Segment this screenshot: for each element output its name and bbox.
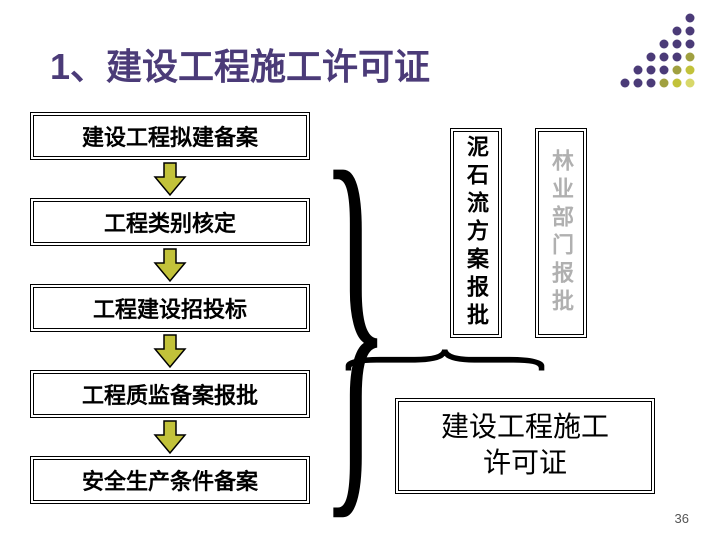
step-box-1: 工程类别核定 — [30, 198, 310, 246]
decorative-dot-grid — [617, 10, 707, 100]
small-brace: } — [313, 343, 553, 377]
vertical-box-2: 林业部门报批 — [535, 128, 587, 338]
arrow-1 — [30, 246, 310, 284]
title-text: 1、建设工程施工许可证 — [50, 46, 430, 87]
step-box-0: 建设工程拟建备案 — [30, 112, 310, 160]
vertical-box-2-label: 林业部门报批 — [545, 149, 577, 317]
step-box-2: 工程建设招投标 — [30, 284, 310, 332]
large-brace: } — [320, 110, 391, 530]
page-number: 36 — [675, 511, 689, 526]
arrow-3 — [30, 418, 310, 456]
slide-title: 1、建设工程施工许可证 — [50, 38, 430, 90]
step-label-4: 安全生产条件备案 — [82, 464, 258, 496]
result-box: 建设工程施工 许可证 — [395, 398, 655, 494]
step-label-0: 建设工程拟建备案 — [82, 120, 258, 152]
step-box-4: 安全生产条件备案 — [30, 456, 310, 504]
flow-steps-column: 建设工程拟建备案工程类别核定工程建设招投标工程质监备案报批安全生产条件备案 — [30, 112, 310, 504]
step-box-3: 工程质监备案报批 — [30, 370, 310, 418]
result-label: 建设工程施工 许可证 — [441, 410, 609, 483]
arrow-2 — [30, 332, 310, 370]
arrow-0 — [30, 160, 310, 198]
vertical-box-1-label: 泥石流方案报批 — [460, 135, 492, 331]
step-label-2: 工程建设招投标 — [93, 292, 247, 324]
step-label-3: 工程质监备案报批 — [82, 378, 258, 410]
vertical-box-1: 泥石流方案报批 — [450, 128, 502, 338]
step-label-1: 工程类别核定 — [104, 206, 236, 238]
